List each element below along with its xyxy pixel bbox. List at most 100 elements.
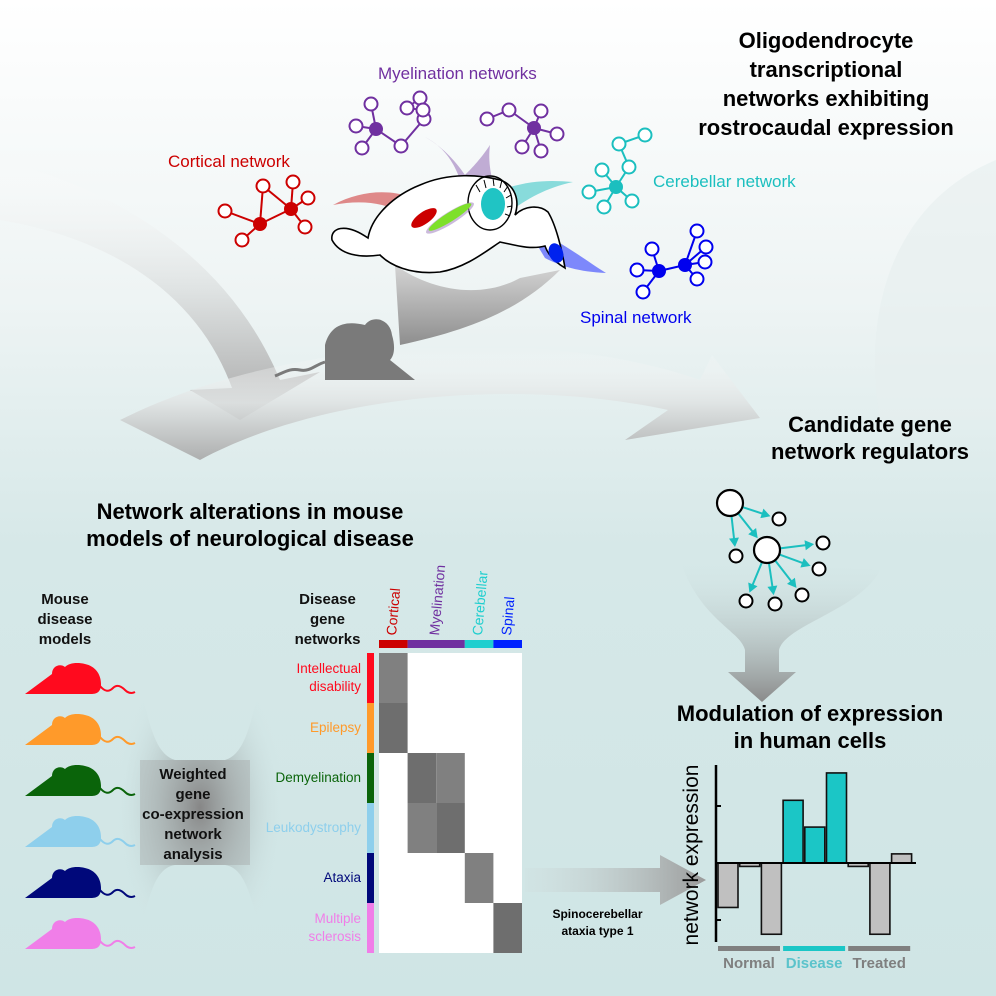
heatmap-cell [436, 753, 465, 803]
top-networks [217, 90, 714, 300]
row-color-bar [367, 753, 374, 803]
heatmap-cell [379, 653, 408, 703]
cerebellar-label: Cerebellar network [653, 172, 796, 191]
gene-node [581, 184, 597, 200]
cyan-wedge [500, 180, 573, 215]
regulator-node [715, 488, 745, 518]
myelination-network-right [479, 102, 565, 159]
regulator-node [752, 535, 782, 565]
networks-label: Disease gene networks [280, 590, 375, 650]
target-node [767, 596, 783, 612]
gene-node [501, 102, 517, 118]
mouse-model-icon [25, 918, 136, 950]
heatmap-column-label: Spinal [497, 595, 518, 636]
mouse-body [25, 663, 101, 694]
label-line: networks [294, 631, 361, 648]
mouse-model-icon [25, 867, 136, 899]
target-node [811, 561, 827, 577]
mouse-model-icon [25, 816, 136, 848]
cortical-network [217, 174, 316, 248]
group-label: Treated [852, 955, 906, 972]
target-node [771, 511, 787, 527]
label-line: ataxia type 1 [561, 924, 634, 938]
mouse-tail [99, 939, 136, 950]
gene-node [611, 136, 627, 152]
regulation-arrow [778, 553, 807, 566]
regulation-arrow [767, 562, 774, 591]
brain-illustration [274, 137, 606, 380]
regulator-network [715, 488, 831, 612]
gene-node [689, 223, 705, 239]
title-line: networks exhibiting [722, 86, 930, 111]
gene-node [624, 193, 640, 209]
heatmap-cell [379, 703, 408, 753]
regulation-arrow [742, 506, 767, 516]
gene-node [629, 262, 645, 278]
mouse-models [25, 663, 136, 950]
y-axis-label: network expression [680, 764, 703, 946]
column-color-bar [493, 640, 522, 648]
heatmap-cell [407, 753, 437, 803]
title-line: in human cells [733, 728, 887, 753]
right-curved-arrow [120, 346, 760, 460]
regulation-arrow [750, 561, 763, 589]
arrowhead [767, 585, 778, 596]
column-color-bar [464, 640, 494, 648]
spinal-region [548, 243, 564, 263]
label-line: network [164, 826, 222, 843]
mouse-body [25, 714, 101, 745]
modulation-title: Modulation of expression in human cells [640, 700, 980, 754]
disease-title: Network alterations in mouse models of n… [60, 498, 440, 552]
heatmap-row-label: Intellectual disability [296, 661, 361, 694]
title-line: Oligodendrocyte [738, 28, 914, 53]
mouse-body [25, 816, 101, 847]
label-line: models [38, 631, 92, 648]
title-line: Candidate gene [788, 412, 952, 437]
gene-node [234, 232, 250, 248]
sca1-label: Spinocerebellar ataxia type 1 [530, 906, 665, 940]
heatmap-row-label: Epilepsy [309, 720, 361, 735]
arrowhead [804, 540, 815, 551]
title-line: Modulation of expression [676, 701, 944, 726]
gene-node [297, 219, 313, 235]
heatmap-row-label: Multiple sclerosis [308, 911, 361, 944]
label-line: Weighted [159, 766, 227, 783]
gene-node [644, 241, 660, 257]
mouse-model-icon [25, 714, 136, 746]
arrowhead [760, 508, 771, 519]
bar [890, 853, 913, 864]
gene-node [412, 90, 428, 106]
spinal-network [629, 223, 714, 300]
target-node [738, 593, 754, 609]
cortical-label: Cortical network [168, 152, 290, 171]
title-line: network regulators [770, 439, 970, 464]
bar [803, 826, 826, 864]
hub-node [369, 122, 383, 136]
title-line: rostrocaudal expression [698, 115, 954, 140]
gene-node [549, 126, 565, 142]
regulation-arrow [730, 515, 736, 543]
group-bar [783, 946, 846, 951]
mouse-models-label: Mouse disease models [15, 590, 115, 650]
mouse-tail [274, 360, 326, 378]
gene-node [533, 103, 549, 119]
gene-node [514, 139, 530, 155]
regulators-title: Candidate gene network regulators [750, 411, 990, 465]
mouse-body [25, 867, 101, 898]
spinal-label: Spinal network [580, 308, 692, 327]
hub-node [652, 264, 666, 278]
hub-node [284, 202, 298, 216]
gene-node [533, 143, 549, 159]
regulation-arrow [774, 559, 795, 585]
gray-mouse [274, 319, 415, 380]
arrowhead [800, 558, 811, 568]
regulation-arrow [779, 543, 810, 550]
mouse-body [325, 319, 415, 380]
group-label: Normal [723, 955, 775, 972]
title-line: transcriptional [749, 57, 903, 82]
gene-node [300, 190, 316, 206]
arrowhead [748, 582, 758, 593]
target-node [794, 587, 810, 603]
target-node [728, 548, 744, 564]
